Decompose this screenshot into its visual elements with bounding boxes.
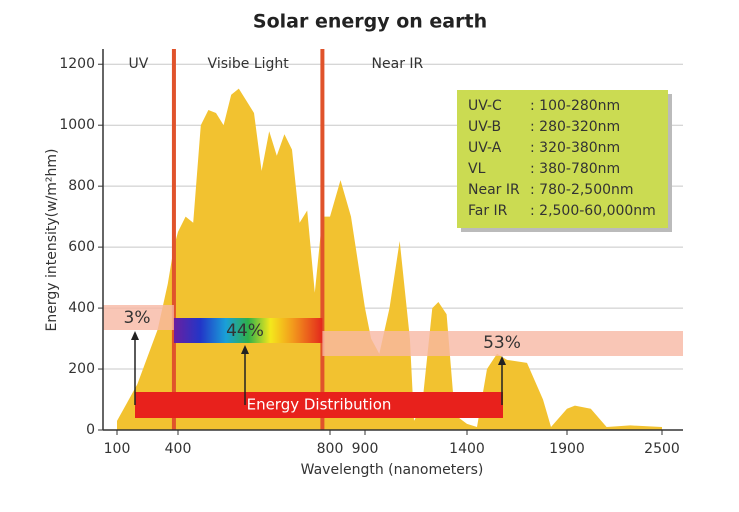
legend-range: : 100-280nm	[530, 98, 620, 114]
share-band	[322, 331, 683, 356]
legend-range: : 2,500-60,000nm	[530, 203, 656, 219]
x-tick-label: 400	[165, 441, 192, 457]
region-label: UV	[129, 56, 149, 72]
distribution-label: Energy Distribution	[247, 396, 392, 414]
share-label: 44%	[226, 321, 264, 341]
y-tick-label: 600	[68, 239, 95, 255]
x-axis-label: Wavelength (nanometers)	[301, 462, 484, 478]
share-band	[103, 305, 174, 330]
x-tick-label: 2500	[644, 441, 680, 457]
legend-range: : 320-380nm	[530, 140, 620, 156]
legend-box	[457, 90, 668, 228]
legend-name: UV-C	[468, 98, 502, 114]
y-tick-label: 1000	[59, 117, 95, 133]
legend-name: UV-A	[468, 140, 502, 156]
legend-name: VL	[468, 161, 486, 177]
x-tick-label: 900	[352, 441, 379, 457]
share-label: 3%	[124, 308, 151, 328]
legend-name: Near IR	[468, 182, 520, 198]
arrow-head	[131, 331, 139, 340]
y-axis-label: Energy intensity(w/m²hm)	[44, 148, 60, 331]
share-band	[173, 318, 323, 343]
legend-range: : 380-780nm	[530, 161, 620, 177]
x-tick-label: 1400	[449, 441, 485, 457]
region-label: Visibe Light	[208, 56, 290, 72]
y-tick-label: 200	[68, 361, 95, 377]
legend-name: UV-B	[468, 119, 501, 135]
spectrum-area	[117, 88, 662, 430]
y-tick-label: 1200	[59, 56, 95, 72]
arrow-head	[498, 356, 506, 365]
distribution-bar	[135, 392, 503, 418]
y-tick-label: 800	[68, 178, 95, 194]
share-label: 53%	[483, 333, 521, 353]
legend-range: : 280-320nm	[530, 119, 620, 135]
x-tick-label: 1900	[549, 441, 585, 457]
arrow-head	[241, 345, 249, 354]
legend-range: : 780-2,500nm	[530, 182, 634, 198]
x-tick-label: 100	[104, 441, 131, 457]
chart-title: Solar energy on earth	[253, 11, 487, 33]
x-tick-label: 800	[317, 441, 344, 457]
y-tick-label: 400	[68, 300, 95, 316]
y-tick-label: 0	[86, 422, 95, 438]
region-label: Near IR	[372, 56, 424, 72]
legend-name: Far IR	[468, 203, 508, 219]
